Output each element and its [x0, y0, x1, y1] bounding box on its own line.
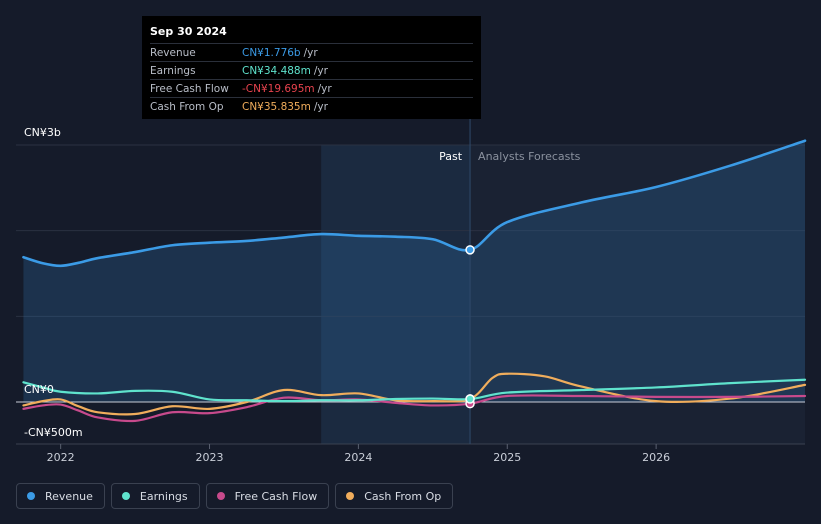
legend-label: Free Cash Flow — [234, 489, 318, 503]
revenue-marker — [465, 245, 475, 255]
tooltip-unit: /yr — [313, 100, 328, 113]
tooltip-label: Earnings — [150, 64, 196, 77]
earnings-line — [22, 378, 807, 403]
legend-label: Cash From Op — [364, 489, 442, 503]
revenue-area-fill — [23, 140, 805, 402]
revenue-area — [23, 140, 805, 402]
cash-from-op-line — [22, 372, 807, 416]
x-tick-label: 2023 — [196, 451, 224, 464]
tooltip-value: -CN¥19.695m — [242, 82, 315, 95]
y-axis: CN¥3b CN¥0 -CN¥500m — [24, 126, 83, 439]
legend-dot-icon — [121, 492, 130, 500]
series-lines — [22, 139, 807, 423]
highlight-markers — [465, 245, 475, 409]
x-axis: 2022 2023 2024 2025 2026 — [47, 444, 670, 464]
forecast-label: Analysts Forecasts — [478, 150, 581, 163]
gridlines — [16, 144, 805, 445]
tooltip-value: CN¥35.835m — [242, 100, 311, 113]
revenue-line — [22, 139, 807, 268]
tooltip-value: CN¥34.488m — [242, 64, 311, 77]
legend-dot-icon — [216, 492, 225, 500]
tooltip-date: Sep 30 2024 — [150, 25, 227, 38]
y-tick-label: CN¥3b — [24, 126, 61, 139]
legend-item-free-cash-flow[interactable]: Free Cash Flow — [205, 483, 330, 509]
legend-dot-icon — [346, 492, 355, 500]
tooltip: Sep 30 2024 Revenue CN¥1.776b /yr Earnin… — [142, 16, 481, 119]
legend-label: Revenue — [45, 489, 93, 503]
x-tick-label: 2024 — [344, 451, 372, 464]
tooltip-row-cash-from-op: Cash From Op CN¥35.835m /yr — [150, 97, 473, 115]
legend-item-cash-from-op[interactable]: Cash From Op — [335, 483, 454, 509]
tooltip-label: Free Cash Flow — [150, 82, 229, 95]
legend-item-earnings[interactable]: Earnings — [110, 483, 200, 509]
tooltip-row-free-cash-flow: Free Cash Flow -CN¥19.695m /yr — [150, 79, 473, 97]
legend-item-revenue[interactable]: Revenue — [16, 483, 105, 509]
x-tick-label: 2025 — [493, 451, 521, 464]
past-label: Past — [439, 150, 463, 163]
tooltip-label: Cash From Op — [150, 100, 224, 113]
x-tick-label: 2026 — [642, 451, 670, 464]
tooltip-value: CN¥1.776b — [242, 46, 301, 59]
forecast-band — [470, 145, 805, 444]
legend-dot-icon — [27, 492, 35, 500]
tooltip-unit: /yr — [317, 82, 332, 95]
y-tick-label: CN¥0 — [24, 383, 54, 396]
legend-label: Earnings — [139, 489, 188, 503]
y-tick-label: -CN¥500m — [24, 426, 83, 439]
tooltip-row-revenue: Revenue CN¥1.776b /yr — [150, 43, 473, 61]
tooltip-unit: /yr — [313, 64, 328, 77]
tooltip-label: Revenue — [150, 46, 196, 59]
x-tick-label: 2022 — [47, 451, 75, 464]
tooltip-unit: /yr — [303, 46, 318, 59]
legend: Revenue Earnings Free Cash Flow Cash Fro… — [16, 483, 454, 509]
tooltip-row-earnings: Earnings CN¥34.488m /yr — [150, 61, 473, 79]
earnings-marker — [465, 394, 475, 404]
